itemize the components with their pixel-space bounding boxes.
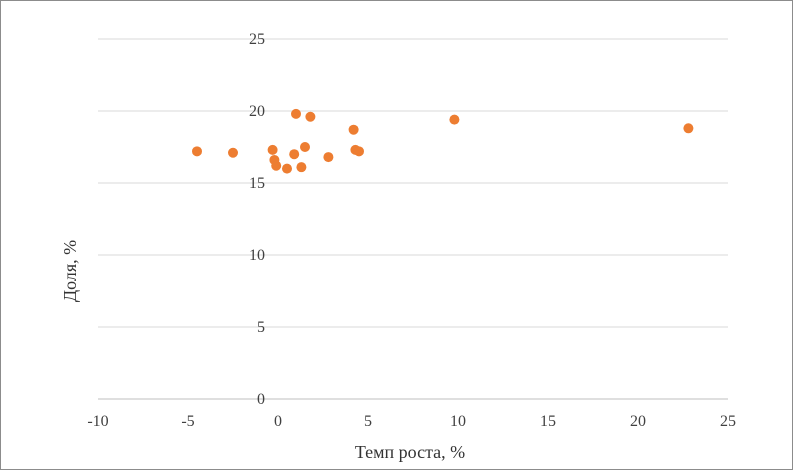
- data-point: [300, 142, 310, 152]
- y-axis-tick-labels: 0 5 10 15 20 25: [249, 31, 265, 408]
- x-tick-label: 10: [450, 413, 466, 430]
- data-point: [323, 152, 334, 163]
- y-tick-label: 20: [249, 103, 265, 120]
- data-point: [289, 149, 300, 160]
- x-tick-label: 25: [720, 413, 736, 430]
- data-point: [291, 108, 301, 119]
- x-axis-title: Темп роста, %: [355, 442, 465, 462]
- y-axis-title: Доля, %: [60, 240, 80, 302]
- data-point: [449, 114, 460, 125]
- data-point: [282, 163, 292, 174]
- data-point: [305, 111, 316, 122]
- y-tick-label: 15: [249, 175, 265, 192]
- y-tick-label: 0: [257, 391, 265, 408]
- data-point: [267, 144, 278, 155]
- data-point: [271, 160, 282, 171]
- data-point: [192, 146, 202, 157]
- x-tick-label: -5: [181, 413, 194, 430]
- x-tick-label: 20: [630, 413, 646, 430]
- data-point: [354, 146, 364, 157]
- x-tick-label: -10: [87, 413, 108, 430]
- gridlines: [98, 38, 728, 328]
- x-tick-label: 5: [364, 413, 372, 430]
- data-point: [348, 124, 359, 135]
- data-point: [228, 147, 238, 158]
- data-point: [683, 123, 694, 134]
- data-point: [296, 162, 307, 173]
- data-points: [192, 108, 694, 174]
- x-axis-tick-labels: -10 -5 0 5 10 15 20 25: [87, 413, 736, 430]
- y-tick-label: 10: [249, 247, 265, 264]
- y-tick-label: 5: [257, 319, 265, 336]
- y-tick-label: 25: [249, 31, 265, 48]
- x-tick-label: 0: [274, 413, 282, 430]
- x-tick-label: 15: [540, 413, 556, 430]
